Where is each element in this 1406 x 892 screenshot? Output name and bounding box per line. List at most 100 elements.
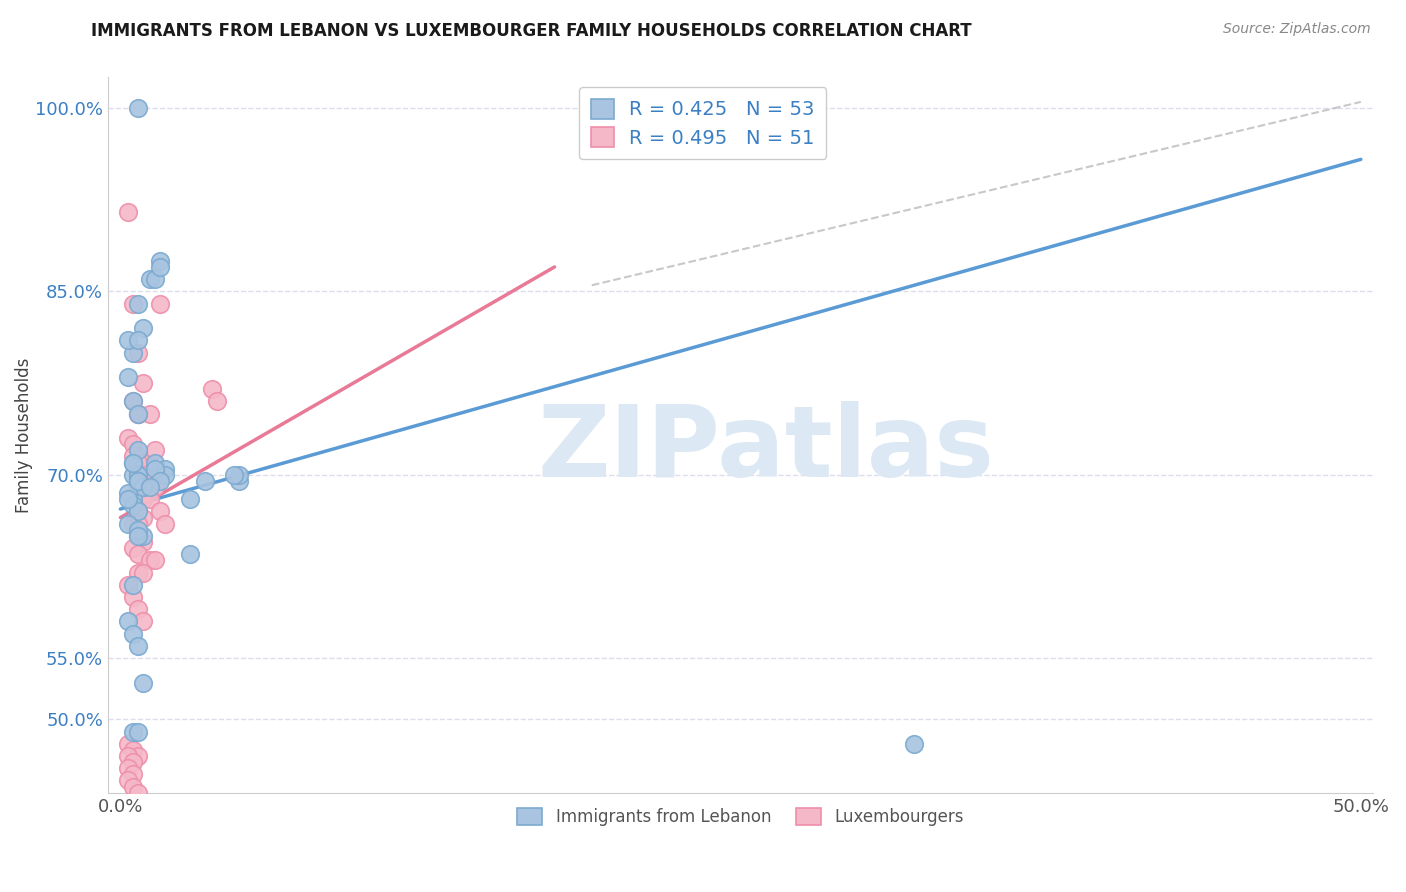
Point: [121, 467, 143, 482]
Point: [121, 780, 143, 794]
Point: [131, 529, 153, 543]
Point: [127, 529, 149, 543]
Point: [179, 547, 201, 561]
Legend: Immigrants from Lebanon, Luxembourgers: Immigrants from Lebanon, Luxembourgers: [509, 799, 973, 834]
Point: [117, 205, 139, 219]
Point: [117, 370, 139, 384]
Point: [127, 450, 149, 464]
Point: [117, 431, 139, 445]
Point: [127, 443, 149, 458]
Point: [139, 553, 162, 567]
Point: [131, 675, 153, 690]
Point: [121, 345, 143, 359]
Point: [121, 590, 143, 604]
Point: [127, 407, 149, 421]
Point: [127, 480, 149, 494]
Point: [131, 480, 153, 494]
Text: IMMIGRANTS FROM LEBANON VS LUXEMBOURGER FAMILY HOUSEHOLDS CORRELATION CHART: IMMIGRANTS FROM LEBANON VS LUXEMBOURGER …: [91, 22, 972, 40]
Point: [149, 504, 172, 518]
Point: [127, 639, 149, 653]
Y-axis label: Family Households: Family Households: [15, 358, 32, 513]
Point: [127, 749, 149, 764]
Point: [127, 345, 149, 359]
Point: [127, 504, 149, 518]
Point: [121, 492, 143, 507]
Point: [228, 474, 250, 488]
Point: [121, 499, 143, 513]
Point: [121, 456, 143, 470]
Point: [149, 296, 172, 310]
Point: [131, 376, 153, 390]
Point: [127, 101, 149, 115]
Point: [131, 566, 153, 580]
Point: [121, 394, 143, 409]
Point: [139, 407, 162, 421]
Point: [127, 786, 149, 800]
Point: [149, 260, 172, 274]
Point: [127, 566, 149, 580]
Point: [117, 486, 139, 500]
Point: [149, 253, 172, 268]
Point: [127, 474, 149, 488]
Point: [127, 456, 149, 470]
Point: [143, 461, 166, 475]
Point: [143, 443, 166, 458]
Point: [117, 737, 139, 751]
Point: [127, 529, 149, 543]
Point: [139, 272, 162, 286]
Point: [131, 467, 153, 482]
Point: [131, 535, 153, 549]
Point: [127, 516, 149, 531]
Point: [153, 516, 176, 531]
Point: [143, 553, 166, 567]
Point: [143, 480, 166, 494]
Point: [139, 492, 162, 507]
Point: [121, 541, 143, 556]
Point: [121, 516, 143, 531]
Text: ZIPatlas: ZIPatlas: [537, 401, 994, 498]
Point: [127, 467, 149, 482]
Point: [121, 755, 143, 769]
Point: [121, 437, 143, 451]
Point: [117, 761, 139, 775]
Point: [117, 578, 139, 592]
Point: [121, 296, 143, 310]
Point: [153, 461, 176, 475]
Point: [149, 474, 172, 488]
Point: [121, 394, 143, 409]
Point: [139, 480, 162, 494]
Point: [153, 467, 176, 482]
Point: [143, 456, 166, 470]
Point: [131, 510, 153, 524]
Point: [131, 492, 153, 507]
Point: [127, 467, 149, 482]
Text: Source: ZipAtlas.com: Source: ZipAtlas.com: [1223, 22, 1371, 37]
Point: [205, 394, 228, 409]
Point: [127, 333, 149, 347]
Point: [121, 450, 143, 464]
Point: [121, 578, 143, 592]
Point: [903, 737, 925, 751]
Point: [127, 296, 149, 310]
Point: [131, 615, 153, 629]
Point: [121, 456, 143, 470]
Point: [121, 626, 143, 640]
Point: [131, 456, 153, 470]
Point: [127, 547, 149, 561]
Point: [127, 724, 149, 739]
Point: [228, 467, 250, 482]
Point: [194, 474, 217, 488]
Point: [127, 504, 149, 518]
Point: [117, 492, 139, 507]
Point: [131, 480, 153, 494]
Point: [224, 467, 246, 482]
Point: [117, 333, 139, 347]
Point: [121, 743, 143, 757]
Point: [117, 615, 139, 629]
Point: [127, 407, 149, 421]
Point: [127, 474, 149, 488]
Point: [117, 516, 139, 531]
Point: [121, 724, 143, 739]
Point: [117, 773, 139, 788]
Point: [127, 523, 149, 537]
